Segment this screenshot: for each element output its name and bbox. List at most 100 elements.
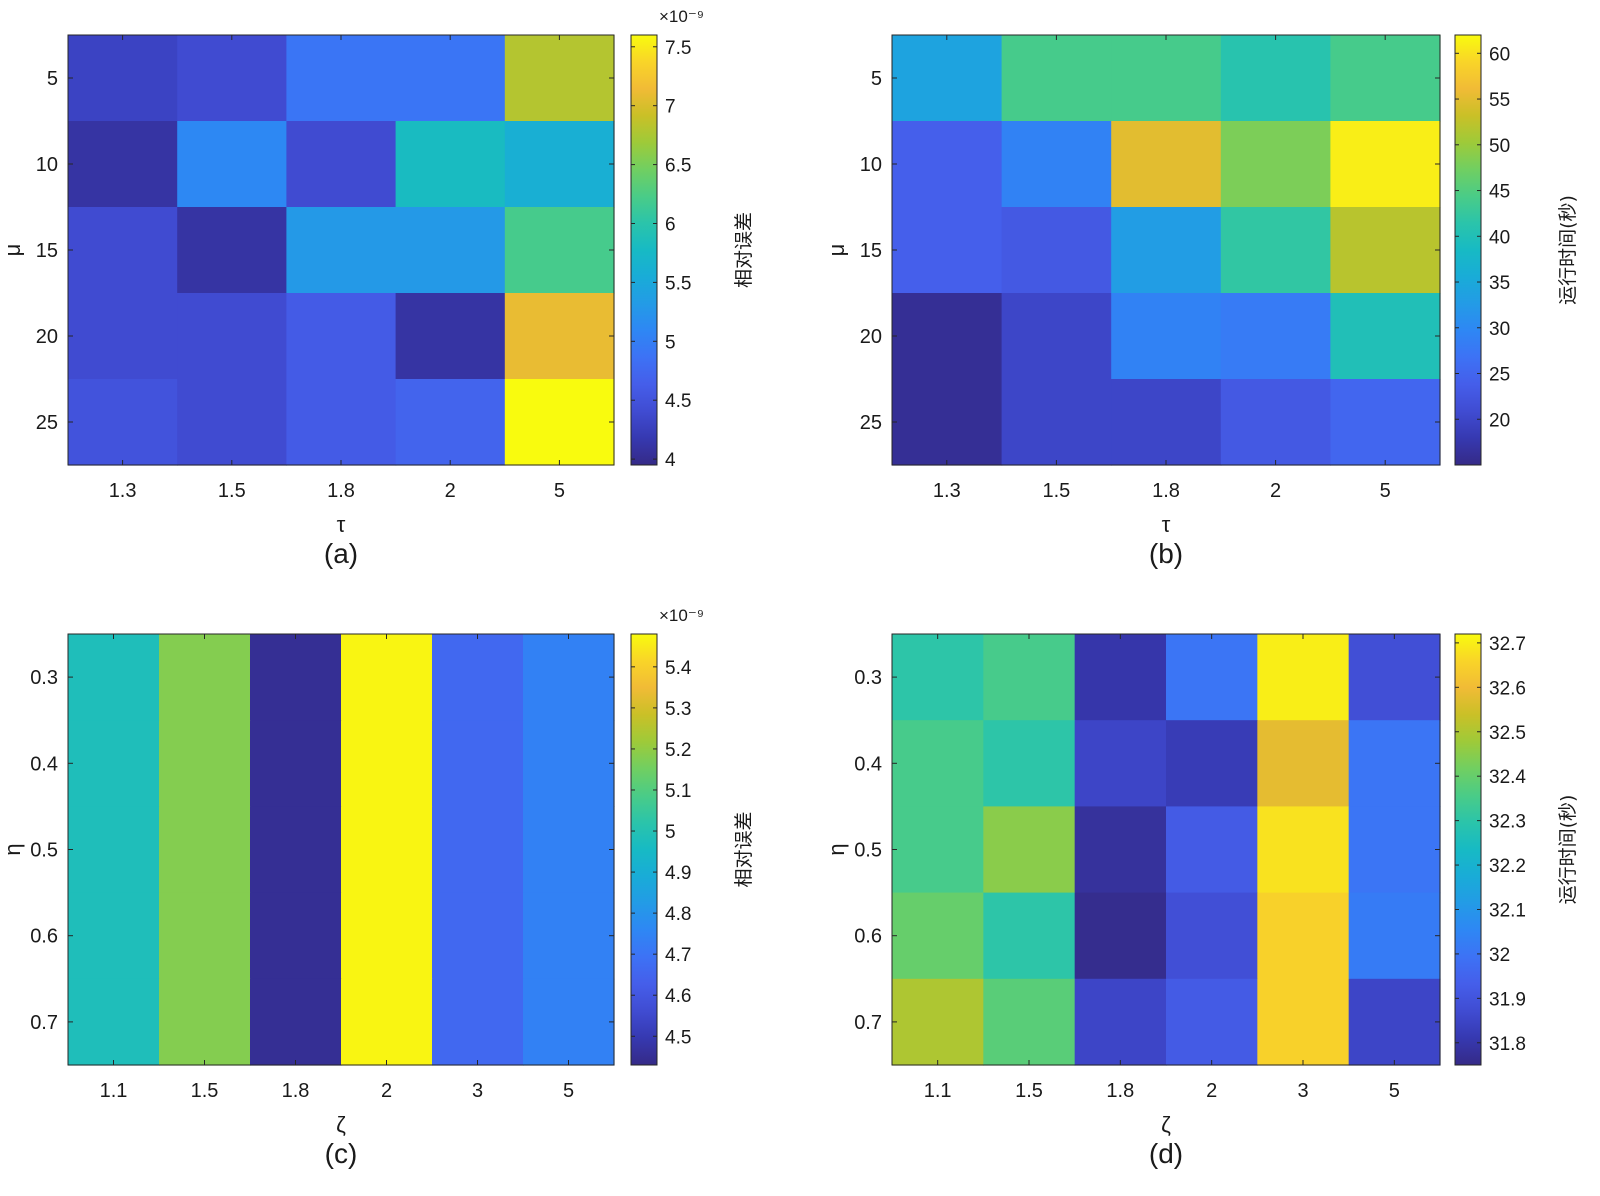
y-tick-label: 0.5 xyxy=(854,840,882,862)
colorbar-tick-label: 45 xyxy=(1489,182,1510,203)
heatmap-cell xyxy=(68,379,178,466)
colorbar-label: 相对误差 xyxy=(733,811,755,887)
x-tick-label: 1.5 xyxy=(191,1080,219,1102)
x-tick-label: 2 xyxy=(381,1080,392,1102)
heatmap-cell xyxy=(1220,207,1331,294)
heatmap-cell xyxy=(1166,892,1258,980)
x-tick-label: 1.5 xyxy=(1015,1080,1043,1102)
heatmap-cell xyxy=(159,806,251,894)
heatmap-cell xyxy=(1330,121,1441,208)
heatmap-cell xyxy=(983,634,1076,721)
heatmap-cell xyxy=(1111,379,1222,466)
x-tick-label: 1.8 xyxy=(282,1080,310,1102)
colorbar-tick-label: 32.5 xyxy=(1489,723,1526,744)
colorbar-tick-label: 7.5 xyxy=(665,38,691,59)
x-tick-label: 1.5 xyxy=(1042,480,1070,502)
heatmap-cell xyxy=(395,121,506,208)
heatmap-cell xyxy=(1001,207,1112,294)
heatmap-cell xyxy=(68,293,178,380)
heatmap-cell xyxy=(1166,720,1258,807)
heatmap-cell xyxy=(983,892,1076,980)
y-tick-label: 5 xyxy=(871,68,882,90)
heatmap-cell xyxy=(1111,207,1222,294)
colorbar-tick-label: 32.2 xyxy=(1489,856,1526,877)
colorbar-tick-label: 5.5 xyxy=(665,273,691,294)
x-tick-label: 1.3 xyxy=(933,480,961,502)
colorbar-tick-label: 32 xyxy=(1489,945,1510,966)
heatmap-cell xyxy=(892,121,1003,208)
heatmap-cell xyxy=(1348,806,1441,894)
panel-label: (d) xyxy=(1149,1138,1183,1169)
colorbar-tick-label: 5.2 xyxy=(665,740,691,761)
heatmap-cell xyxy=(1111,293,1222,380)
y-tick-label: 15 xyxy=(860,240,882,262)
x-tick-label: 1.8 xyxy=(1152,480,1180,502)
heatmap-cell xyxy=(432,978,524,1066)
heatmap-cell xyxy=(523,720,615,807)
y-tick-label: 10 xyxy=(36,154,58,176)
heatmap-cell xyxy=(892,720,984,807)
heatmap-cell xyxy=(395,293,506,380)
colorbar xyxy=(630,633,658,1066)
heatmap-cell xyxy=(1074,892,1167,980)
heatmap-cell xyxy=(523,892,615,980)
y-tick-label: 15 xyxy=(36,240,58,262)
x-tick-label: 3 xyxy=(1297,1080,1308,1102)
colorbar-tick-label: 4 xyxy=(665,450,676,471)
colorbar-tick-label: 7 xyxy=(665,97,676,118)
colorbar-tick-label: 32.1 xyxy=(1489,900,1526,921)
heatmap-cell xyxy=(1074,978,1167,1066)
heatmap-cell xyxy=(892,379,1003,466)
heatmap-cell xyxy=(1330,35,1441,122)
y-tick-label: 20 xyxy=(36,326,58,348)
y-tick-label: 0.4 xyxy=(30,753,58,775)
y-tick-label: 0.6 xyxy=(30,926,58,948)
y-axis-label: η xyxy=(824,843,849,855)
colorbar-tick-label: 25 xyxy=(1489,365,1510,386)
heatmap-cell xyxy=(341,806,433,894)
heatmap-cell xyxy=(1220,35,1331,122)
heatmap-cell xyxy=(1220,121,1331,208)
colorbar-tick-label: 32.3 xyxy=(1489,812,1526,833)
heatmap-cell xyxy=(177,379,287,466)
heatmap-cell xyxy=(1166,806,1258,894)
heatmap-cell xyxy=(523,978,615,1066)
heatmap-cell xyxy=(432,806,524,894)
colorbar xyxy=(1454,34,1482,466)
heatmap-cell xyxy=(1257,720,1350,807)
colorbar-tick-label: 5.1 xyxy=(665,781,691,802)
colorbar-tick-label: 4.9 xyxy=(665,863,691,884)
heatmap-cell xyxy=(1348,634,1441,721)
heatmap-cell xyxy=(504,379,615,466)
panel-label: (a) xyxy=(324,538,358,569)
heatmap-cell xyxy=(341,892,433,980)
heatmap-cell xyxy=(1330,293,1441,380)
colorbar-tick-label: 4.7 xyxy=(665,945,691,966)
heatmap-cell xyxy=(68,978,160,1066)
colorbar-tick-label: 6.5 xyxy=(665,156,691,177)
heatmap-cell xyxy=(1111,121,1222,208)
heatmap-cell xyxy=(286,121,397,208)
heatmap-cell xyxy=(1001,121,1112,208)
heatmap-cell xyxy=(1257,978,1350,1066)
colorbar-multiplier: ×10⁻⁹ xyxy=(659,7,704,26)
heatmap-cell xyxy=(1001,379,1112,466)
x-tick-label: 1.1 xyxy=(924,1080,952,1102)
heatmap-cell xyxy=(983,978,1076,1066)
x-tick-label: 1.8 xyxy=(327,480,355,502)
heatmap-cell xyxy=(892,207,1003,294)
colorbar-tick-label: 32.4 xyxy=(1489,767,1526,788)
x-tick-label: 2 xyxy=(445,480,456,502)
y-axis-label: μ xyxy=(824,244,849,257)
heatmap-cell xyxy=(432,892,524,980)
x-axis-label: τ xyxy=(337,512,346,537)
colorbar-tick-label: 4.5 xyxy=(665,1027,691,1048)
heatmap-cell xyxy=(1220,293,1331,380)
colorbar-tick-label: 40 xyxy=(1489,227,1510,248)
colorbar-tick-label: 5 xyxy=(665,332,676,353)
colorbar xyxy=(630,34,658,466)
heatmap-cell xyxy=(1220,379,1331,466)
heatmap-cell xyxy=(1257,806,1350,894)
heatmap-cell xyxy=(523,634,615,721)
heatmap-cell xyxy=(1074,806,1167,894)
